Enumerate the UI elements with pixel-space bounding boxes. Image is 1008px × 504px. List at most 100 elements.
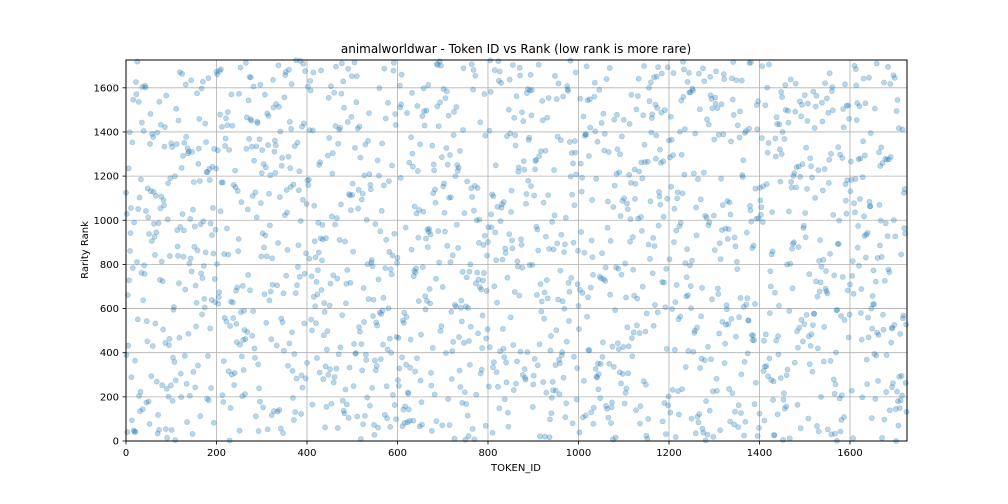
data-point: [578, 229, 585, 235]
data-point: [258, 253, 265, 260]
data-point: [503, 359, 509, 366]
data-point: [621, 195, 628, 202]
y-tick-label: 400: [100, 348, 119, 359]
y-tick-label: 1600: [94, 83, 119, 94]
data-point: [396, 365, 403, 372]
data-point: [370, 313, 376, 319]
data-point: [404, 419, 411, 426]
data-point: [666, 256, 673, 263]
data-point: [814, 293, 821, 300]
data-point: [246, 135, 252, 142]
data-point: [394, 254, 401, 261]
data-point: [638, 214, 644, 220]
data-point: [748, 218, 755, 225]
data-point: [371, 421, 377, 428]
data-point: [752, 301, 758, 307]
data-point: [560, 93, 567, 100]
data-point: [866, 198, 873, 205]
data-point: [239, 393, 246, 400]
data-point: [242, 336, 249, 342]
data-point: [743, 301, 750, 308]
data-point: [640, 112, 647, 119]
data-point: [333, 365, 340, 372]
data-point: [158, 258, 165, 265]
data-point: [775, 333, 781, 340]
data-point: [171, 359, 178, 365]
data-point: [674, 195, 681, 202]
data-point: [627, 238, 633, 245]
data-point: [389, 252, 396, 259]
data-point: [351, 340, 357, 347]
x-tick-label: 200: [207, 448, 226, 459]
data-point: [511, 114, 518, 121]
data-point: [651, 74, 657, 81]
data-point: [660, 158, 667, 165]
data-point: [719, 202, 726, 208]
data-point: [391, 402, 398, 408]
data-point: [298, 372, 305, 379]
data-point: [827, 250, 833, 257]
data-point: [386, 248, 393, 255]
data-point: [282, 72, 289, 78]
data-point: [799, 161, 806, 168]
data-point: [142, 84, 149, 91]
data-point: [688, 415, 695, 422]
data-point: [742, 418, 749, 425]
data-point: [619, 370, 626, 377]
data-point: [568, 150, 575, 156]
data-point: [495, 58, 502, 64]
data-point: [134, 316, 141, 323]
data-point: [465, 433, 472, 440]
data-point: [686, 89, 693, 96]
data-point: [284, 209, 290, 216]
data-point: [452, 303, 459, 310]
data-point: [428, 382, 435, 389]
data-point: [757, 211, 764, 218]
data-point: [337, 124, 343, 131]
data-point: [129, 265, 136, 271]
data-point: [273, 101, 280, 107]
data-point: [809, 322, 816, 329]
data-point: [632, 195, 638, 202]
data-point: [358, 196, 365, 203]
data-point: [635, 215, 642, 222]
data-point: [883, 389, 890, 395]
data-point: [805, 415, 812, 422]
data-point: [514, 358, 520, 365]
data-point: [795, 344, 801, 351]
data-point: [633, 407, 639, 413]
data-point: [236, 90, 243, 97]
data-point: [475, 276, 482, 283]
data-point: [803, 312, 810, 318]
data-point: [417, 377, 424, 384]
data-point: [862, 254, 869, 261]
data-point: [884, 233, 891, 240]
data-point: [586, 96, 593, 103]
data-point: [427, 231, 434, 238]
data-point: [133, 79, 139, 85]
data-point: [833, 349, 839, 356]
data-point: [254, 120, 261, 127]
data-point: [387, 423, 394, 430]
data-point: [457, 148, 463, 154]
data-point: [813, 278, 819, 285]
data-point: [440, 183, 447, 190]
data-point: [730, 112, 737, 118]
data-point: [903, 321, 909, 328]
data-point: [491, 283, 498, 290]
data-point: [352, 350, 359, 357]
data-point: [523, 191, 530, 197]
data-point: [818, 393, 824, 400]
data-point: [147, 110, 154, 117]
data-point: [796, 324, 803, 331]
data-point: [419, 264, 426, 270]
data-point: [788, 184, 795, 191]
data-point: [731, 421, 738, 428]
data-point: [826, 156, 833, 163]
data-point: [859, 394, 866, 401]
data-point: [668, 183, 675, 190]
data-point: [394, 259, 400, 266]
data-point: [838, 416, 845, 423]
data-point: [294, 139, 301, 146]
